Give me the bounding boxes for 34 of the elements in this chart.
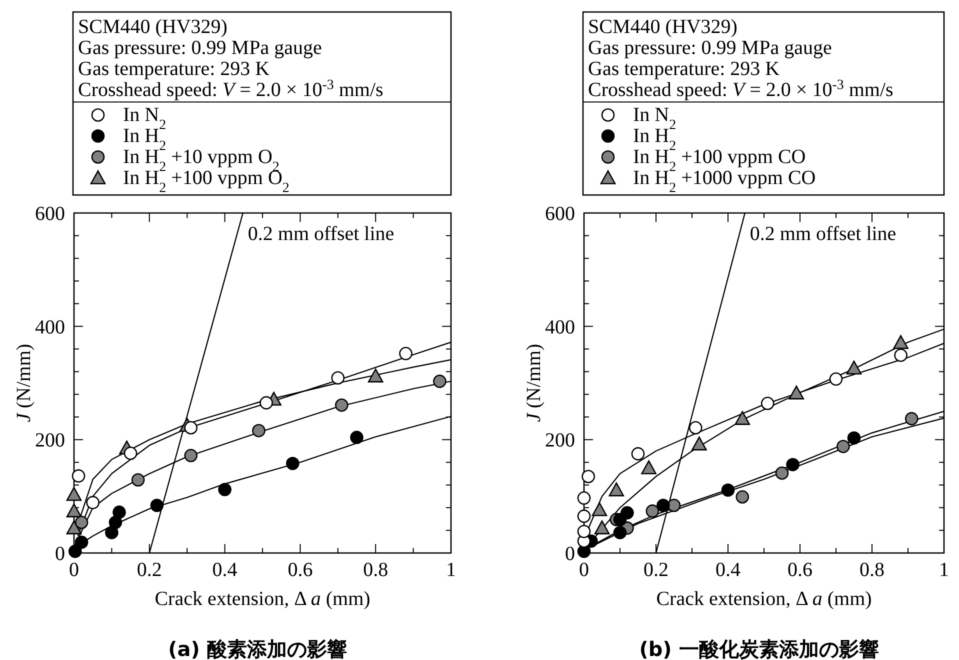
x-tick-label: 0.4	[716, 559, 740, 581]
x-tick-label: 0.4	[212, 559, 238, 581]
y-tick-label: 200	[35, 430, 65, 452]
x-tick-label: 0	[69, 559, 79, 581]
x-tick-label: 0	[579, 559, 589, 581]
y-axis-title: J (N/mm)	[13, 344, 35, 422]
text: SCM440 (HV329)	[588, 16, 738, 38]
text: (a) 酸素添加の影響	[168, 637, 347, 660]
x-tick-label: 1	[939, 559, 949, 581]
text: SCM440 (HV329)	[78, 16, 228, 38]
text: Gas temperature: 293 K	[588, 58, 780, 80]
text: Gas pressure: 0.99 MPa gauge	[78, 37, 322, 59]
x-tick-label: 0.8	[860, 559, 884, 581]
y-axis-title: J (N/mm)	[523, 344, 545, 422]
y-tick-label: 600	[35, 203, 65, 225]
x-tick-label: 0.2	[644, 559, 668, 581]
y-tick-label: 400	[545, 316, 575, 338]
text: Gas temperature: 293 K	[78, 58, 270, 80]
text: Gas pressure: 0.99 MPa gauge	[588, 37, 832, 59]
y-tick-label: 200	[545, 430, 575, 452]
annotation: 0.2 mm offset line	[750, 223, 896, 245]
x-axis-title: Crack extension, Δ a (mm)	[154, 588, 370, 610]
y-tick-label: 0	[55, 543, 65, 565]
annotation: 0.2 mm offset line	[248, 223, 394, 245]
x-axis-title: Crack extension, Δ a (mm)	[656, 588, 872, 610]
x-tick-label: 0.2	[136, 559, 162, 581]
x-tick-label: 0.6	[788, 559, 812, 581]
x-tick-label: 1	[446, 559, 456, 581]
y-tick-label: 0	[565, 543, 575, 565]
text: (b) 一酸化炭素添加の影響	[639, 637, 879, 660]
y-tick-label: 600	[545, 203, 575, 225]
x-tick-label: 0.8	[363, 559, 388, 581]
x-tick-label: 0.6	[288, 559, 313, 581]
y-tick-label: 400	[35, 316, 65, 338]
